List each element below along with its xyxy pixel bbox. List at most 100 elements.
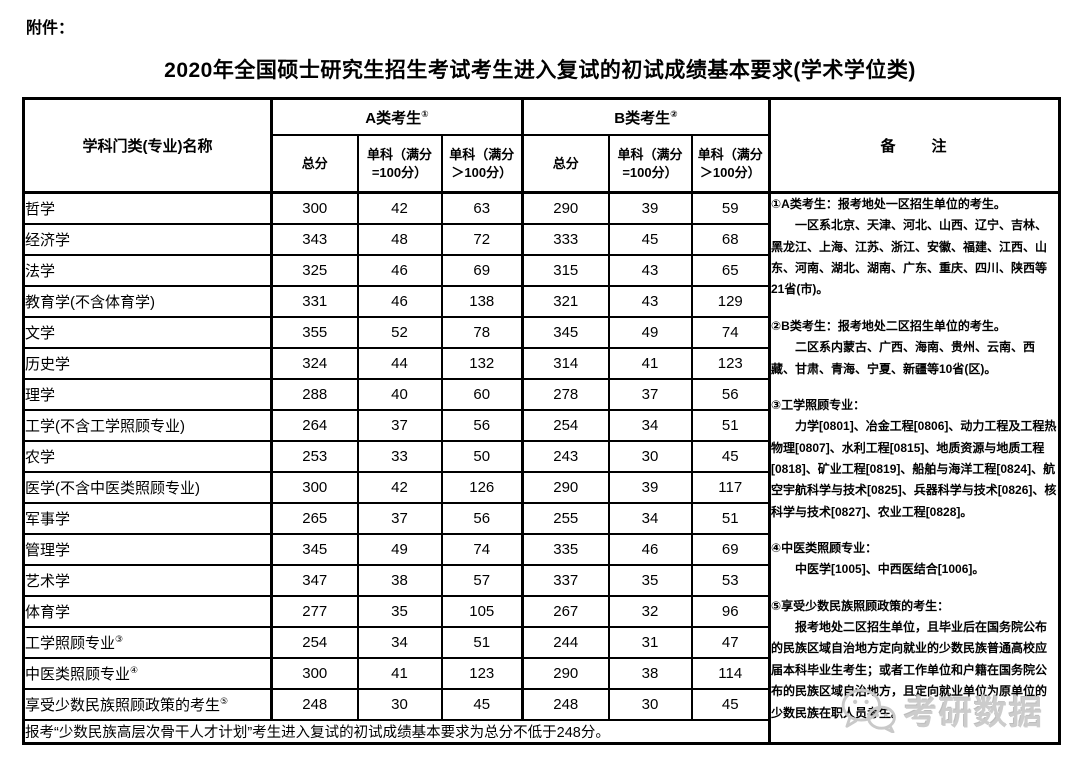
subject-name-cell: 军事学 — [22, 501, 273, 535]
b-singlegt100-l2: ＞100分） — [699, 164, 761, 180]
score-cell-b: 51 — [690, 408, 771, 442]
score-cell-b: 43 — [607, 284, 693, 318]
score-cell-a: 46 — [356, 253, 443, 287]
column-header-subject: 学科门类(专业)名称 — [22, 97, 273, 194]
score-cell-b: 129 — [690, 284, 771, 318]
score-cell-a: 343 — [270, 222, 359, 256]
score-cell-a: 300 — [270, 470, 359, 504]
score-cell-b: 47 — [690, 625, 771, 659]
remarks-paragraph: 力学[0801]、冶金工程[0806]、动力工程及工程热物理[0807]、水利工… — [771, 419, 1057, 519]
subject-name-cell: 享受少数民族照顾政策的考生⑤ — [22, 687, 273, 721]
remarks-paragraph: 中医学[1005]、中西医结合[1006]。 — [795, 562, 985, 577]
score-cell-b: 335 — [521, 532, 610, 566]
table-row: 艺术学 347 38 57 337 35 53 — [22, 563, 1060, 597]
score-cell-a: 248 — [270, 687, 359, 721]
subject-name-cell: 医学(不含中医类照顾专业) — [22, 470, 273, 504]
score-cell-a: 277 — [270, 594, 359, 628]
score-cell-a: 265 — [270, 501, 359, 535]
score-cell-b: 290 — [521, 470, 610, 504]
score-cell-b: 34 — [607, 408, 693, 442]
table-row: 体育学 277 35 105 267 32 96 — [22, 594, 1060, 628]
score-cell-a: 45 — [440, 687, 524, 721]
subject-name-cell: 哲学 — [22, 191, 273, 225]
page-title: 2020年全国硕士研究生招生考试考生进入复试的初试成绩基本要求(学术学位类) — [164, 59, 916, 82]
b-single100-l2: =100分） — [622, 164, 678, 180]
table-row: 经济学 343 48 72 333 45 68 — [22, 222, 1060, 256]
score-cell-a: 254 — [270, 625, 359, 659]
score-cell-b: 68 — [690, 222, 771, 256]
score-cell-b: 51 — [690, 501, 771, 535]
score-cell-b: 69 — [690, 532, 771, 566]
b-total-label: 总分 — [552, 155, 579, 171]
score-cell-b: 39 — [607, 191, 693, 225]
subject-name-cell: 中医类照顾专业④ — [22, 656, 273, 690]
score-cell-a: 37 — [356, 408, 443, 442]
subject-name-cell: 工学照顾专业③ — [22, 625, 273, 659]
subject-name-cell: 工学(不含工学照顾专业) — [22, 408, 273, 442]
score-cell-a: 38 — [356, 563, 443, 597]
score-cell-b: 255 — [521, 501, 610, 535]
footnote-mark: ③ — [115, 633, 124, 644]
score-cell-a: 63 — [440, 191, 524, 225]
score-cell-b: 31 — [607, 625, 693, 659]
table-row: 工学(不含工学照顾专业) 264 37 56 254 34 51 — [22, 408, 1060, 442]
column-header-a-total: 总分 — [270, 134, 359, 194]
score-cell-b: 345 — [521, 315, 610, 349]
remarks-paragraph: ④中医类照顾专业： — [771, 541, 878, 556]
table-row: 享受少数民族照顾政策的考生⑤ 248 30 45 248 30 45 — [22, 687, 1060, 721]
column-header-b-single-100: 单科（满分 =100分） — [607, 134, 693, 194]
remarks-cell: ①A类考生：报考地处一区招生单位的考生。 一区系北京、天津、河北、山西、辽宁、吉林… — [768, 191, 1061, 744]
remarks-paragraph: 报考地处二区招生单位，且毕业后在国务院公布的民族区域自治地方定向就业的少数民族普… — [771, 620, 1048, 720]
score-cell-b: 56 — [690, 377, 771, 411]
column-header-a-single-gt100: 单科（满分 ＞100分） — [440, 134, 524, 194]
score-cell-a: 57 — [440, 563, 524, 597]
score-cell-b: 30 — [607, 439, 693, 473]
score-cell-b: 45 — [607, 222, 693, 256]
group-b-label: B类考生 — [614, 109, 671, 127]
score-cell-a: 288 — [270, 377, 359, 411]
score-cell-a: 30 — [356, 687, 443, 721]
score-cell-b: 267 — [521, 594, 610, 628]
score-requirements-table: 学科门类(专业)名称 A类考生① B类考生② 备 注 总分 单科（满分 — [22, 97, 1061, 745]
table-row: 历史学 324 44 132 314 41 123 — [22, 346, 1060, 380]
score-cell-a: 52 — [356, 315, 443, 349]
table-row: 工学照顾专业③ 254 34 51 244 31 47 — [22, 625, 1060, 659]
score-cell-b: 45 — [690, 687, 771, 721]
a-single100-l2: =100分） — [371, 164, 428, 180]
column-header-group-b: B类考生② — [521, 97, 771, 136]
column-header-b-total: 总分 — [521, 134, 610, 194]
score-cell-a: 34 — [356, 625, 443, 659]
score-cell-a: 56 — [440, 501, 524, 535]
score-cell-b: 59 — [690, 191, 771, 225]
score-cell-b: 38 — [607, 656, 693, 690]
group-b-footnote-mark: ② — [670, 108, 678, 119]
score-cell-a: 300 — [270, 656, 359, 690]
table-row: 军事学 265 37 56 255 34 51 — [22, 501, 1060, 535]
a-singlegt100-l2: ＞100分） — [451, 164, 513, 180]
table-row: 理学 288 40 60 278 37 56 — [22, 377, 1060, 411]
score-cell-a: 44 — [356, 346, 443, 380]
score-cell-b: 321 — [521, 284, 610, 318]
group-a-footnote-mark: ① — [421, 108, 429, 119]
score-cell-b: 74 — [690, 315, 771, 349]
attachment-label: 附件： — [26, 20, 75, 37]
remarks-paragraph: ③工学照顾专业： — [771, 397, 866, 412]
subject-name-cell: 体育学 — [22, 594, 273, 628]
subject-name-cell: 理学 — [22, 377, 273, 411]
score-cell-b: 278 — [521, 377, 610, 411]
table-row: 中医类照顾专业④ 300 41 123 290 38 114 — [22, 656, 1060, 690]
score-cell-a: 264 — [270, 408, 359, 442]
score-cell-b: 45 — [690, 439, 771, 473]
column-header-subject-label: 学科门类(专业)名称 — [82, 138, 213, 155]
score-cell-b: 123 — [690, 346, 771, 380]
remarks-label: 备 注 — [880, 138, 949, 155]
score-cell-a: 72 — [440, 222, 524, 256]
subject-name-cell: 文学 — [22, 315, 273, 349]
score-cell-b: 315 — [521, 253, 610, 287]
remarks-paragraph: 二区系内蒙古、广西、海南、贵州、云南、西藏、甘肃、青海、宁夏、新疆等10省(区)… — [771, 340, 1036, 376]
score-cell-b: 30 — [607, 687, 693, 721]
score-cell-b: 117 — [690, 470, 771, 504]
b-singlegt100-l1: 单科（满分 — [697, 146, 763, 162]
column-header-group-a: A类考生① — [270, 97, 524, 136]
table-row: 农学 253 33 50 243 30 45 — [22, 439, 1060, 473]
